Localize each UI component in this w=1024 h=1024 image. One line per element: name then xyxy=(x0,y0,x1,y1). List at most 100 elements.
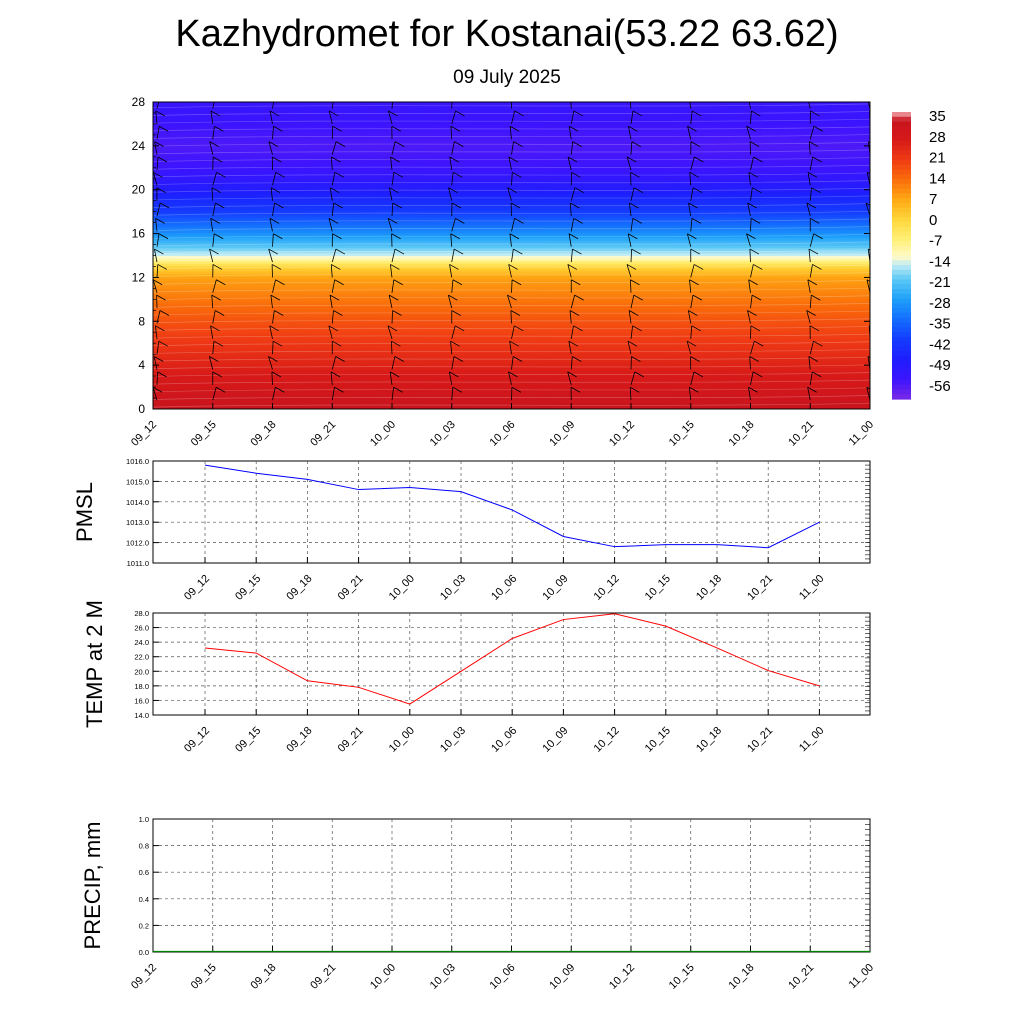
contour-line xyxy=(153,164,870,170)
contour-line xyxy=(153,241,870,247)
x-tick-label: 10_21 xyxy=(745,573,775,603)
wind-barb-flag xyxy=(155,325,165,332)
wind-barb-flag xyxy=(693,264,704,270)
wind-barb-flag xyxy=(806,202,817,209)
wind-barb-flag xyxy=(389,187,399,194)
wind-barb-flag xyxy=(511,279,522,286)
wind-barb xyxy=(511,172,513,186)
contour-line xyxy=(153,349,870,354)
colorbar-label: -28 xyxy=(929,295,951,312)
colorbar-label: -35 xyxy=(929,316,951,333)
colorbar-cell xyxy=(892,327,911,333)
wind-barb xyxy=(447,295,453,309)
wind-barb-flag xyxy=(214,125,224,132)
wind-barb-flag xyxy=(272,156,282,163)
wind-barb xyxy=(156,156,159,171)
wind-barb-flag xyxy=(332,340,342,347)
wind-barb-flag xyxy=(507,294,517,301)
wind-barb xyxy=(508,371,512,385)
y-tick-label: 20 xyxy=(132,183,146,197)
wind-barb-flag xyxy=(871,188,880,193)
wind-barb xyxy=(269,110,273,125)
heatmap-band xyxy=(153,249,870,254)
wind-barb xyxy=(451,110,456,125)
wind-barb-flag xyxy=(388,110,398,117)
x-tick-label: 09_12 xyxy=(182,573,212,603)
x-tick-label: 10_18 xyxy=(694,725,724,755)
contour-line xyxy=(153,203,870,208)
colorbar-cell xyxy=(892,322,911,328)
wind-barb-flag xyxy=(455,110,465,117)
contour-line xyxy=(153,303,870,308)
wind-barb-flag xyxy=(634,371,644,378)
wind-barb xyxy=(508,264,512,278)
wind-barb xyxy=(210,325,214,339)
wind-barb-flag xyxy=(392,202,402,209)
colorbar-cell xyxy=(892,174,911,180)
contour-line xyxy=(153,118,870,124)
wind-barb xyxy=(630,325,633,339)
wind-barb xyxy=(156,341,160,355)
x-tick-label: 09_15 xyxy=(189,419,219,449)
wind-barb-flag xyxy=(332,125,342,132)
x-tick-label: 09_12 xyxy=(129,962,159,992)
heatmap-band xyxy=(153,326,870,331)
wind-barb-flag xyxy=(632,325,642,332)
wind-barb-flag xyxy=(748,279,758,286)
wind-barb xyxy=(329,187,333,201)
wind-barb xyxy=(156,264,159,278)
wind-barb-flag xyxy=(626,264,637,270)
wind-barb-flag xyxy=(812,264,822,270)
wind-barb xyxy=(570,325,574,339)
colorbar-cell xyxy=(892,260,911,266)
wind-barb xyxy=(511,141,514,155)
heatmap-band xyxy=(153,127,870,131)
wind-barb-flag xyxy=(687,233,697,240)
y-tick-label: 14.0 xyxy=(134,711,149,720)
colorbar-cell xyxy=(892,236,911,242)
wind-barb-flag xyxy=(574,294,584,301)
wind-barb xyxy=(156,371,158,385)
wind-barb xyxy=(808,141,811,155)
wind-barb-flag xyxy=(328,325,339,332)
wind-barb-flag xyxy=(394,356,404,362)
wind-barb xyxy=(809,264,813,278)
colorbar-cell xyxy=(892,332,911,338)
colorbar-cell xyxy=(892,135,911,142)
contour-line xyxy=(153,341,870,347)
colorbar-cell xyxy=(892,116,911,123)
wind-barb-flag xyxy=(750,325,761,332)
wind-barb-flag xyxy=(272,340,283,347)
contour-line xyxy=(153,172,870,178)
wind-barb-flag xyxy=(268,248,278,255)
colorbar-cell xyxy=(892,222,911,228)
wind-barb xyxy=(156,202,161,217)
wind-barb xyxy=(807,279,811,293)
wind-barb xyxy=(391,387,394,401)
x-tick-label: 11_00 xyxy=(847,419,877,449)
wind-barb xyxy=(747,310,751,324)
heatmap-band xyxy=(153,303,870,308)
wind-barb xyxy=(686,341,692,355)
wind-barb-flag xyxy=(387,325,398,332)
wind-barb xyxy=(630,371,636,385)
wind-barb xyxy=(748,279,751,293)
colorbar-label: -21 xyxy=(929,274,951,291)
wind-barb xyxy=(331,156,333,171)
wind-barb-flag xyxy=(693,371,704,378)
colorbar-label: 21 xyxy=(929,150,946,167)
wind-barb xyxy=(809,341,814,355)
wind-barb xyxy=(451,356,455,370)
wind-barb-flag xyxy=(688,310,698,316)
heatmap-band xyxy=(153,354,870,359)
x-tick-label: 09_21 xyxy=(308,419,338,449)
wind-barb xyxy=(628,310,632,324)
wind-barb xyxy=(630,295,635,309)
wind-barb xyxy=(629,202,632,217)
wind-barb-flag xyxy=(873,341,882,346)
wind-barb-flag xyxy=(212,264,223,270)
wind-barb-flag xyxy=(335,141,346,147)
colorbar-label: -42 xyxy=(929,336,951,353)
wind-barb xyxy=(450,233,453,247)
colorbar-cell xyxy=(892,169,911,175)
